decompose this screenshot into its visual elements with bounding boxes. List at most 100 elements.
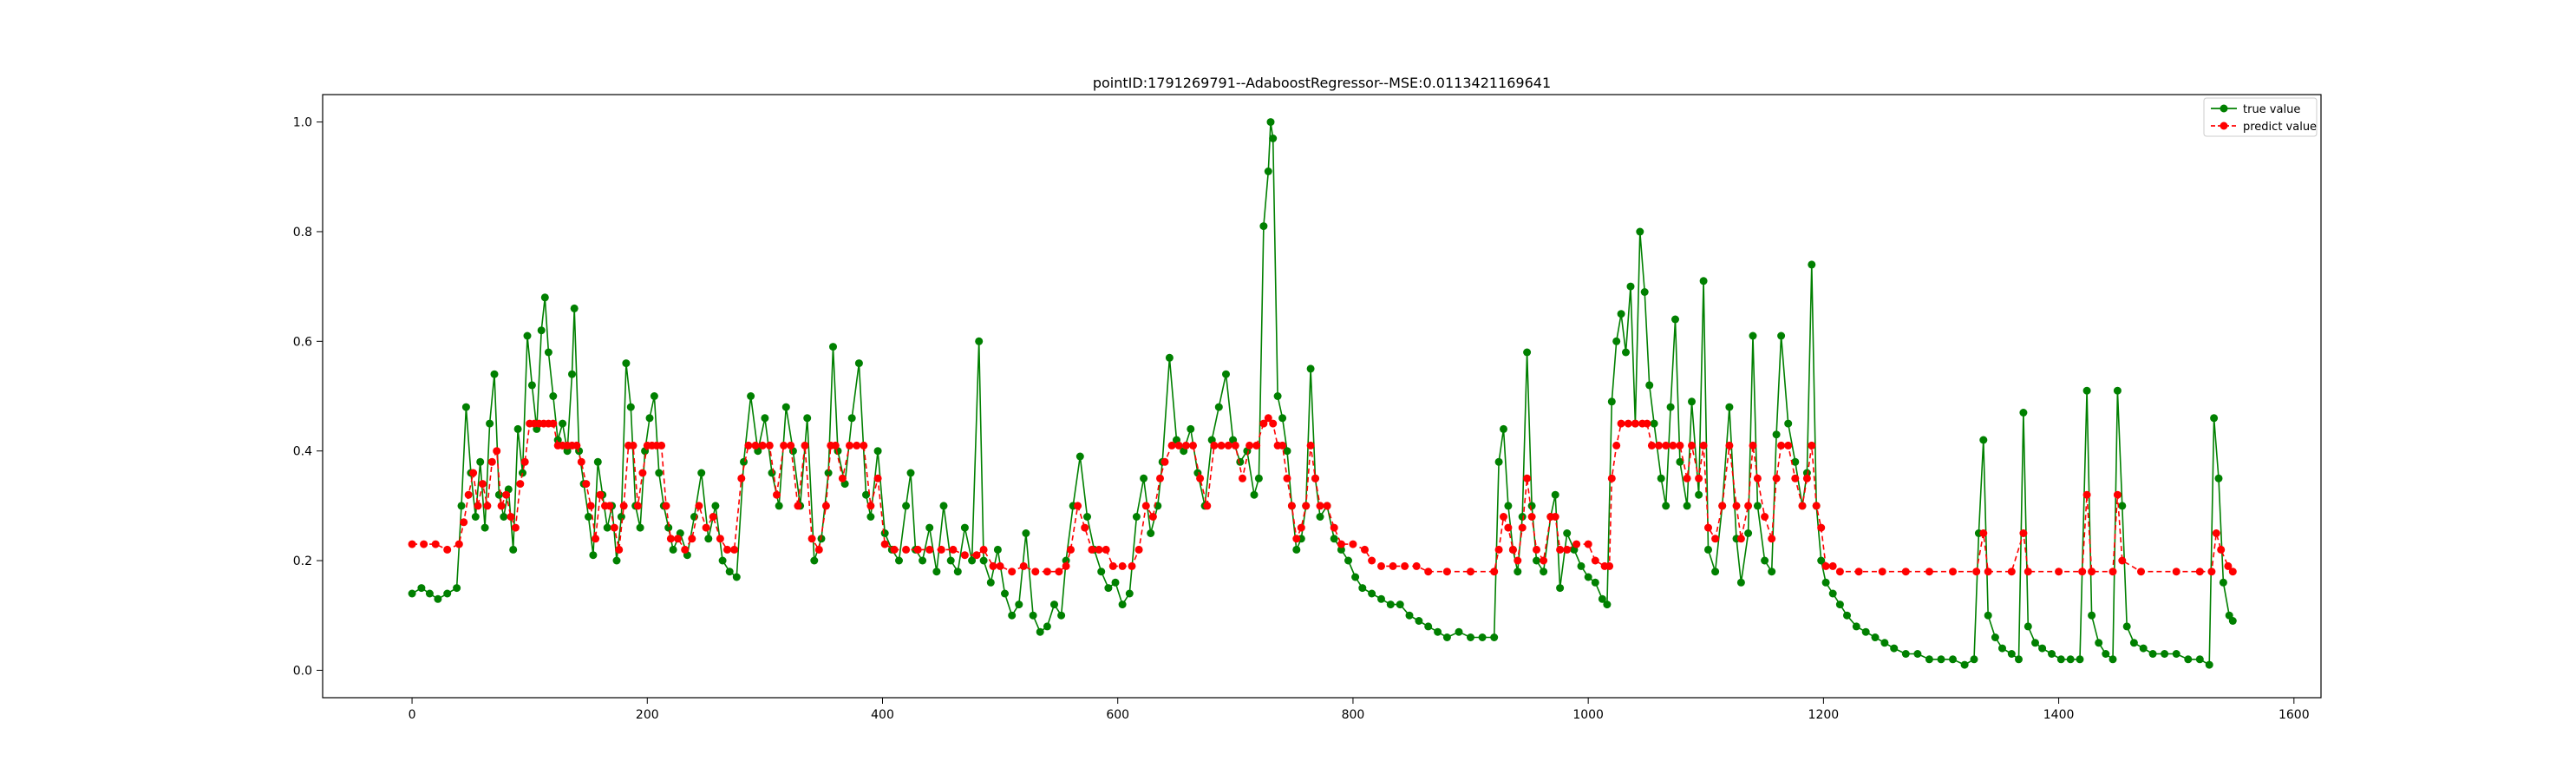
data-point-predict-value (1181, 441, 1190, 450)
data-point-true-value (1666, 403, 1675, 411)
data-point-true-value (523, 331, 532, 340)
data-point-predict-value (807, 535, 816, 543)
data-point-true-value (768, 469, 776, 477)
data-point-true-value (906, 469, 915, 477)
data-point-true-value (1753, 502, 1762, 510)
data-point-predict-value (1074, 502, 1082, 510)
data-point-true-value (986, 578, 995, 587)
data-point-predict-value (1494, 545, 1503, 554)
data-point-predict-value (1412, 561, 1421, 570)
data-point-predict-value (960, 551, 969, 560)
data-point-predict-value (615, 545, 624, 554)
data-point-predict-value (1102, 545, 1110, 554)
data-point-predict-value (1761, 513, 1769, 521)
data-point-predict-value (1287, 502, 1296, 510)
data-point-predict-value (464, 490, 473, 499)
data-point-predict-value (1156, 474, 1164, 482)
x-tick-label: 800 (1342, 708, 1365, 722)
data-point-predict-value (1361, 545, 1369, 554)
data-point-true-value (740, 457, 748, 466)
data-point-true-value (570, 304, 579, 312)
data-point-predict-value (577, 457, 585, 466)
data-point-true-value (1022, 529, 1030, 537)
data-point-true-value (1316, 513, 1324, 521)
data-point-predict-value (744, 441, 753, 450)
data-point-predict-value (2019, 529, 2028, 537)
data-point-true-value (1455, 627, 1463, 636)
data-point-true-value (1062, 556, 1070, 565)
data-point-true-value (612, 556, 621, 565)
data-point-predict-value (666, 535, 675, 543)
data-point-true-value (895, 556, 903, 565)
data-point-predict-value (2078, 568, 2087, 576)
data-point-predict-value (1584, 540, 1592, 548)
data-point-true-value (761, 414, 769, 423)
data-point-true-value (1584, 573, 1592, 581)
data-point-true-value (650, 392, 658, 400)
data-point-true-value (1490, 633, 1499, 641)
data-point-predict-value (1551, 513, 1559, 521)
data-point-true-value (1222, 370, 1230, 378)
data-point-predict-value (860, 441, 868, 450)
data-point-predict-value (1081, 523, 1089, 532)
data-point-predict-value (1533, 545, 1540, 554)
data-point-predict-value (1401, 561, 1409, 570)
data-point-true-value (1626, 282, 1635, 291)
data-point-true-value (559, 419, 567, 428)
data-point-true-value (563, 447, 572, 456)
data-point-predict-value (1316, 502, 1324, 510)
data-point-predict-value (1812, 502, 1821, 510)
data-point-predict-value (1699, 441, 1708, 450)
data-point-predict-value (1442, 568, 1451, 576)
data-point-predict-value (880, 540, 889, 548)
data-point-predict-value (794, 502, 802, 510)
data-point-true-value (1725, 403, 1734, 411)
x-tick-label: 1200 (1808, 708, 1840, 722)
y-tick-label: 0.6 (293, 335, 312, 349)
data-point-true-value (1622, 348, 1630, 357)
data-point-true-value (461, 403, 470, 411)
data-point-predict-value (1283, 474, 1291, 482)
data-point-predict-value (549, 419, 558, 428)
data-point-predict-value (1683, 474, 1691, 482)
data-point-predict-value (1278, 441, 1287, 450)
data-point-predict-value (1500, 513, 1507, 521)
data-point-true-value (1097, 568, 1106, 576)
data-point-true-value (2038, 644, 2047, 653)
data-point-predict-value (1239, 474, 1246, 482)
data-point-predict-value (1777, 441, 1786, 450)
data-point-predict-value (1688, 441, 1696, 450)
data-point-predict-value (1508, 545, 1517, 554)
data-point-true-value (725, 568, 734, 576)
data-point-predict-value (1669, 441, 1677, 450)
data-point-predict-value (1389, 561, 1397, 570)
data-point-true-value (968, 556, 977, 565)
data-point-predict-value (1008, 568, 1017, 576)
data-point-true-value (803, 414, 812, 423)
data-point-true-value (1683, 502, 1691, 510)
data-point-predict-value (572, 441, 581, 450)
y-tick-label: 0.2 (293, 555, 312, 568)
data-point-true-value (1236, 457, 1245, 466)
data-point-true-value (718, 556, 727, 565)
data-point-predict-value (2172, 568, 2180, 576)
data-point-true-value (1386, 601, 1395, 609)
data-point-true-value (1111, 578, 1120, 587)
data-point-true-value (1292, 545, 1301, 554)
data-point-predict-value (1292, 535, 1301, 543)
data-point-predict-value (730, 545, 739, 554)
data-point-true-value (939, 502, 948, 510)
x-tick-label: 0 (409, 708, 416, 722)
data-point-predict-value (1174, 441, 1183, 450)
data-point-true-value (2095, 639, 2103, 647)
data-point-true-value (1104, 584, 1113, 593)
data-point-true-value (775, 502, 783, 510)
data-point-predict-value (890, 545, 899, 554)
data-point-true-value (1424, 622, 1433, 631)
data-point-true-value (953, 568, 962, 576)
data-point-true-value (1405, 611, 1414, 620)
data-point-true-value (1083, 513, 1091, 521)
data-point-true-value (1125, 589, 1134, 598)
data-point-true-value (1563, 529, 1572, 537)
